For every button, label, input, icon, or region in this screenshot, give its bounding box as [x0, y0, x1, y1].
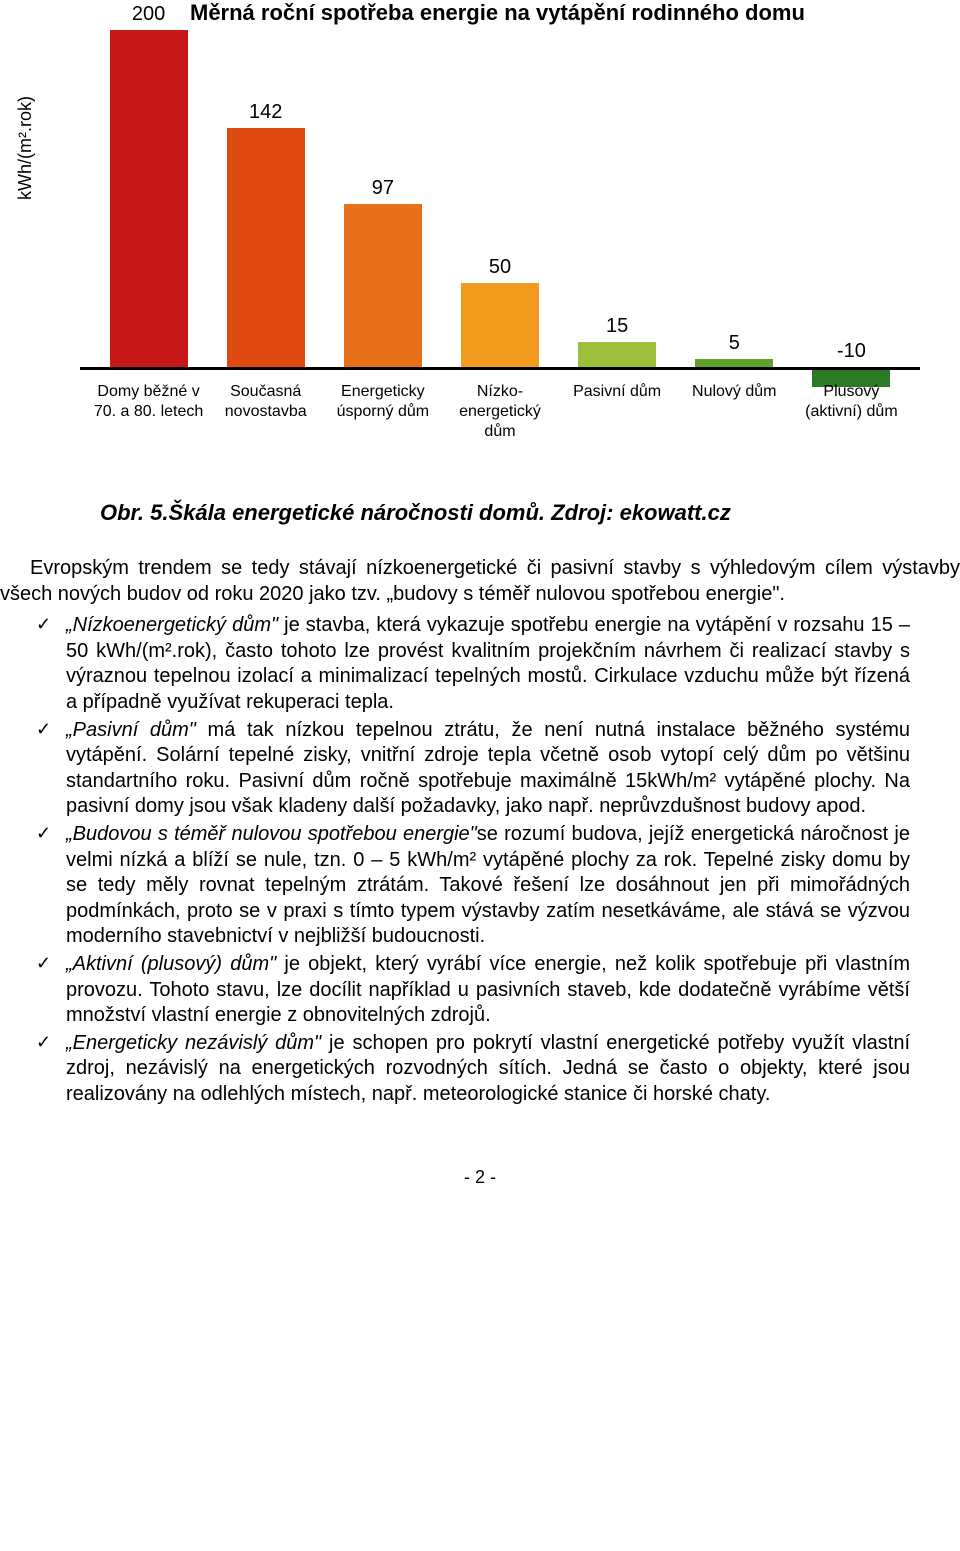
bar [578, 342, 656, 367]
bar-column: 5 [679, 332, 789, 367]
bar-value-label: 200 [132, 3, 165, 26]
x-axis-label: Plusový (aktivní) dům [796, 382, 906, 442]
bar [344, 204, 422, 367]
bar-value-label: 50 [489, 256, 511, 279]
bar [695, 359, 773, 367]
definition-item: „Budovou s téměř nulovou spotřebou energ… [36, 822, 910, 950]
bar-value-label: 142 [249, 101, 282, 124]
definition-term: „Energeticky nezávislý dům" [66, 1032, 321, 1054]
x-axis-label: Energeticky úsporný dům [328, 382, 438, 442]
figure-caption: Obr. 5.Škála energetické náročnosti domů… [100, 500, 960, 526]
definitions-list: „Nízkoenergetický dům" je stavba, která … [36, 613, 910, 1107]
chart-x-labels: Domy běžné v 70. a 80. letechSoučasná no… [80, 382, 920, 442]
chart-plot-area: 2001429750155-10 [80, 30, 920, 370]
energy-chart: Měrná roční spotřeba energie na vytápění… [20, 0, 940, 460]
chart-baseline [80, 367, 920, 370]
bar [461, 283, 539, 367]
chart-title: Měrná roční spotřeba energie na vytápění… [190, 0, 805, 26]
definition-item: „Pasivní dům" má tak nízkou tepelnou ztr… [36, 718, 910, 820]
page-number: - 2 - [0, 1167, 960, 1188]
x-axis-label: Domy běžné v 70. a 80. letech [94, 382, 204, 442]
bar [110, 30, 188, 367]
definition-item: „Nízkoenergetický dům" je stavba, která … [36, 613, 910, 715]
definition-term: „Budovou s téměř nulovou spotřebou energ… [66, 823, 477, 845]
definition-term: „Nízkoenergetický dům" [66, 614, 278, 636]
x-axis-label: Nízko- energetický dům [445, 382, 555, 442]
bar-value-label: -10 [837, 340, 866, 363]
chart-bars: 2001429750155-10 [80, 30, 920, 367]
bar-column: 200 [94, 3, 204, 367]
bar-column: 142 [211, 101, 321, 367]
definition-item: „Aktivní (plusový) dům" je objekt, který… [36, 952, 910, 1029]
intro-paragraph: Evropským trendem se tedy stávají nízkoe… [0, 556, 960, 607]
bar-column: 97 [328, 177, 438, 367]
x-axis-label: Současná novostavba [211, 382, 321, 442]
bar-column: 15 [562, 315, 672, 367]
bar-value-label: 97 [372, 177, 394, 200]
definition-term: „Pasivní dům" [66, 719, 196, 741]
x-axis-label: Nulový dům [679, 382, 789, 442]
bar-column: 50 [445, 256, 555, 367]
document-page: Měrná roční spotřeba energie na vytápění… [0, 0, 960, 1228]
bar [227, 128, 305, 367]
bar-value-label: 15 [606, 315, 628, 338]
x-axis-label: Pasivní dům [562, 382, 672, 442]
bar-value-label: 5 [729, 332, 740, 355]
definition-term: „Aktivní (plusový) dům" [66, 953, 276, 975]
y-axis-label: kWh/(m².rok) [15, 96, 36, 200]
definition-item: „Energeticky nezávislý dům" je schopen p… [36, 1031, 910, 1108]
